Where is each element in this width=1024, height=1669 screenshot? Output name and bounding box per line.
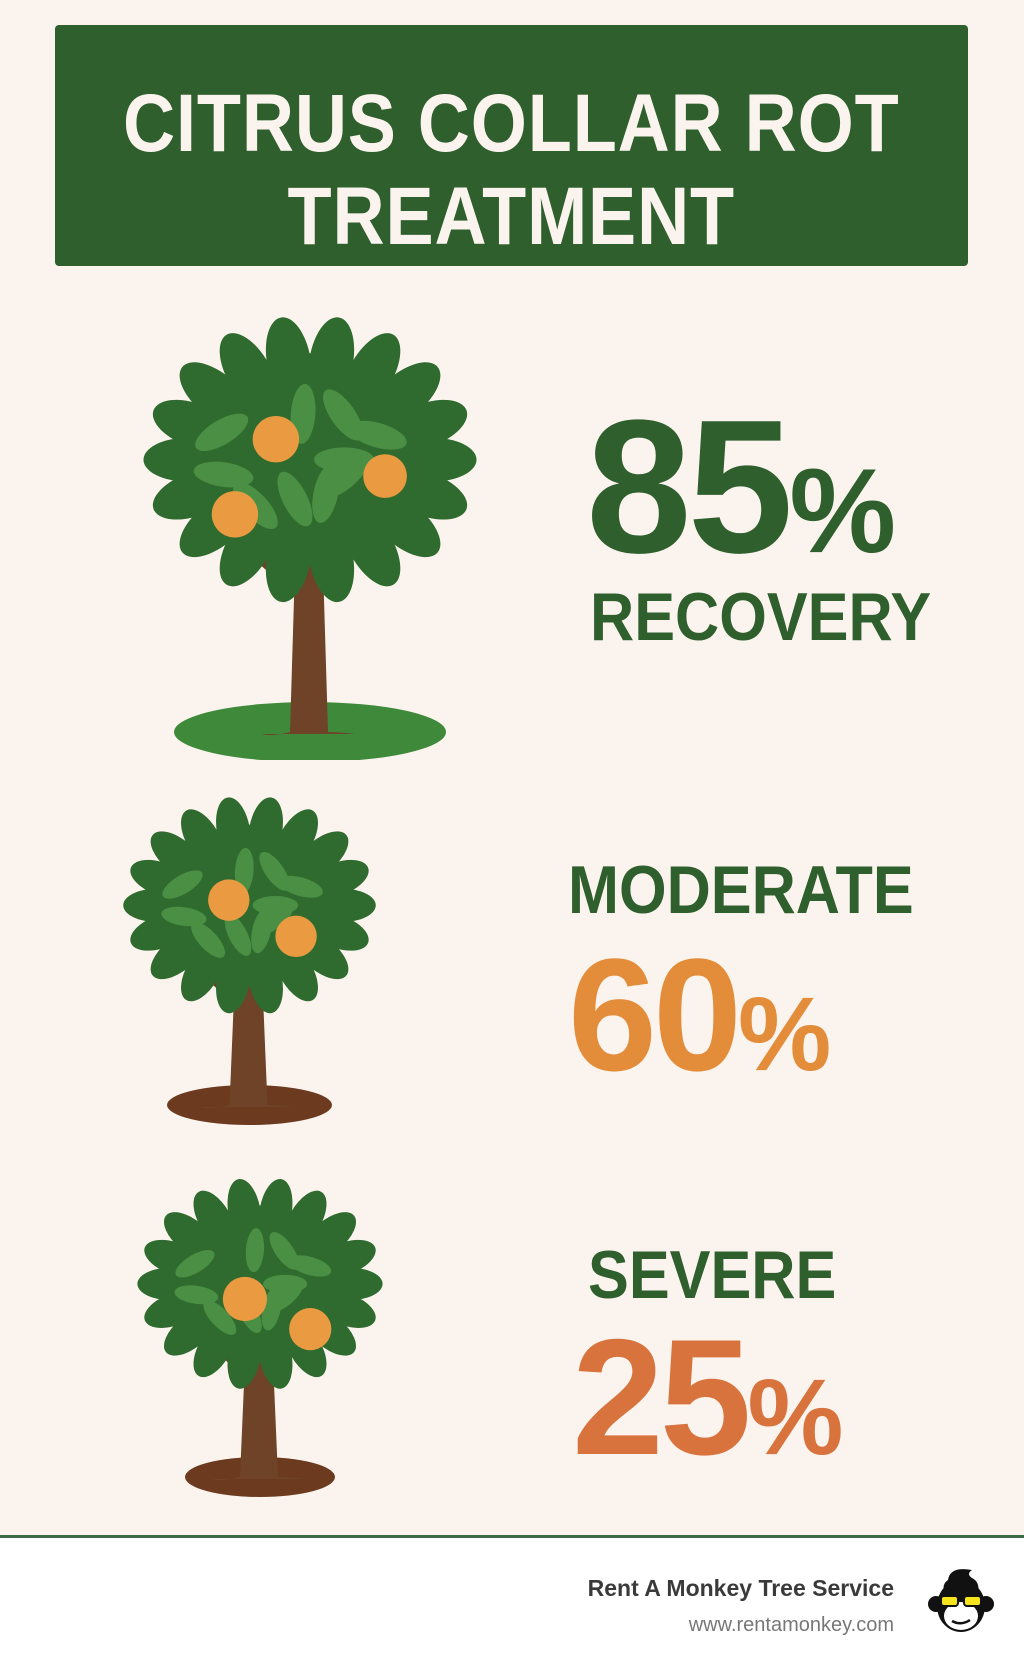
orange-fruit-icon: [363, 454, 407, 498]
leaf: [288, 1255, 332, 1277]
leaf: [175, 1249, 215, 1278]
company-url[interactable]: www.rentamonkey.com: [688, 1614, 894, 1636]
stat-moderate-value: 60%: [568, 925, 832, 1104]
stat-recovery-label: RECOVERY: [590, 579, 932, 655]
company-name: Rent A Monkey Tree Service: [587, 1575, 894, 1601]
leaf: [193, 461, 254, 488]
orange-fruit-icon: [289, 1308, 332, 1351]
leaf: [290, 383, 316, 444]
leaf: [251, 908, 272, 954]
footer: Rent A Monkey Tree Service www.rentamonk…: [0, 1535, 1024, 1669]
title-line-2: TREATMENT: [287, 171, 736, 262]
orange-fruit-icon: [275, 915, 317, 958]
orange-fruit-icon: [211, 491, 259, 538]
orange-fruit-icon: [208, 879, 250, 921]
moderate-tree-icon: [123, 797, 376, 1125]
leaf: [234, 847, 254, 894]
monkey-logo-icon: [928, 1569, 994, 1632]
leaf: [161, 906, 207, 927]
severe-tree-icon: [137, 1179, 383, 1497]
orange-fruit-icon: [252, 416, 300, 463]
leaf: [224, 914, 252, 956]
leaf: [277, 471, 313, 527]
orange-fruit-icon: [222, 1276, 268, 1322]
leaf: [312, 464, 340, 523]
leaf: [162, 870, 203, 899]
stat-moderate-label: MODERATE: [568, 852, 914, 928]
trunk: [201, 960, 295, 1109]
healthy-tree-icon: [143, 317, 477, 760]
leaf: [195, 413, 249, 452]
leaf: [348, 420, 407, 450]
trunk: [212, 1337, 305, 1481]
stat-severe-label: SEVERE: [588, 1237, 837, 1313]
stat-recovery-value: 85%: [586, 381, 897, 593]
leaf: [203, 1300, 237, 1335]
canopy: [154, 824, 345, 987]
trunk: [262, 532, 355, 736]
leaf: [278, 875, 323, 898]
title-banner: CITRUS COLLAR ROT TREATMENT: [55, 25, 968, 266]
stat-severe-value: 25%: [572, 1305, 844, 1489]
leaf: [191, 922, 226, 958]
leaf: [245, 1228, 265, 1273]
leaf: [174, 1285, 219, 1305]
title-line-1: CITRUS COLLAR ROT: [123, 78, 900, 169]
